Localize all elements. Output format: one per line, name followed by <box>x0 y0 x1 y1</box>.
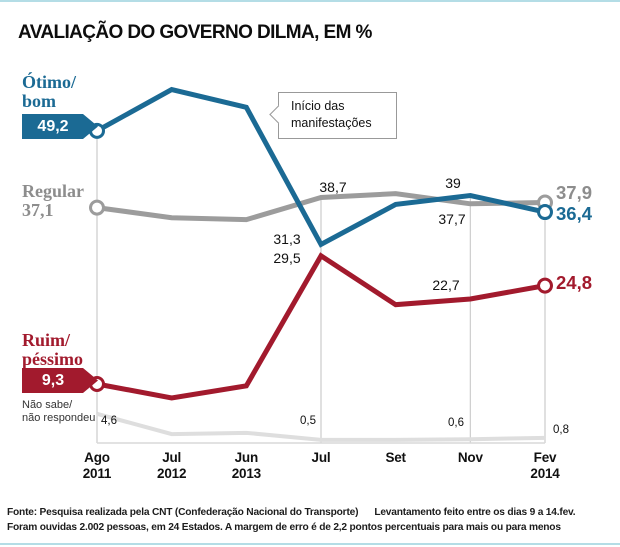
legend-ruim-label: Ruim/ péssimo <box>22 331 83 369</box>
legend-naosabe-label: Não sabe/ não respondeu <box>22 399 95 425</box>
legend-regular-line1: Regular <box>22 181 84 201</box>
legend-ruim-line2: péssimo <box>22 349 84 369</box>
legend-ruim-badge: 9,3 <box>22 368 98 393</box>
footer-survey-dates: Levantamento feito entre os dias 9 a 14.… <box>374 507 576 518</box>
endpoint-otimo <box>537 204 554 221</box>
series-line-otimo <box>95 86 546 248</box>
bottom-border <box>0 543 620 545</box>
footer-methodology: Foram ouvidas 2.002 pessoas, em 24 Estad… <box>7 521 561 533</box>
legend-ruim-line1: Ruim/ <box>22 330 71 350</box>
legend-ruim-value: 9,3 <box>41 371 65 389</box>
footer: Fonte: Pesquisa realizada pela CNT (Conf… <box>7 506 615 535</box>
page-title: AVALIAÇÃO DO GOVERNO DILMA, EM % <box>18 22 372 43</box>
legend-otimo-value: 49,2 <box>37 117 69 135</box>
legend-regular-value: 37,1 <box>22 200 54 220</box>
legend-otimo-badge: 49,2 <box>22 114 98 139</box>
endpoint-ruim <box>537 277 554 294</box>
endpoint-regular <box>89 199 105 216</box>
series-line-regular <box>96 191 546 223</box>
annotation-line2: manifestações <box>291 116 372 130</box>
annotation-callout: Início das manifestações <box>278 92 397 139</box>
top-border <box>0 0 620 2</box>
legend-naosabe-line1: Não sabe/ <box>22 399 73 411</box>
annotation-line1: Início das <box>291 99 345 113</box>
legend-otimo-line1: Ótimo/ <box>22 72 76 92</box>
footer-source: Fonte: Pesquisa realizada pela CNT (Conf… <box>7 507 359 518</box>
series-line-naosabe <box>96 411 546 442</box>
legend-regular-label: Regular 37,1 <box>22 182 84 220</box>
footer-line1: Fonte: Pesquisa realizada pela CNT (Conf… <box>7 506 615 521</box>
legend-otimo-label: Ótimo/ bom <box>22 73 76 111</box>
series-line-ruim <box>96 252 546 401</box>
legend-naosabe-line2: não respondeu <box>22 412 96 424</box>
legend-otimo-line2: bom <box>22 91 57 111</box>
